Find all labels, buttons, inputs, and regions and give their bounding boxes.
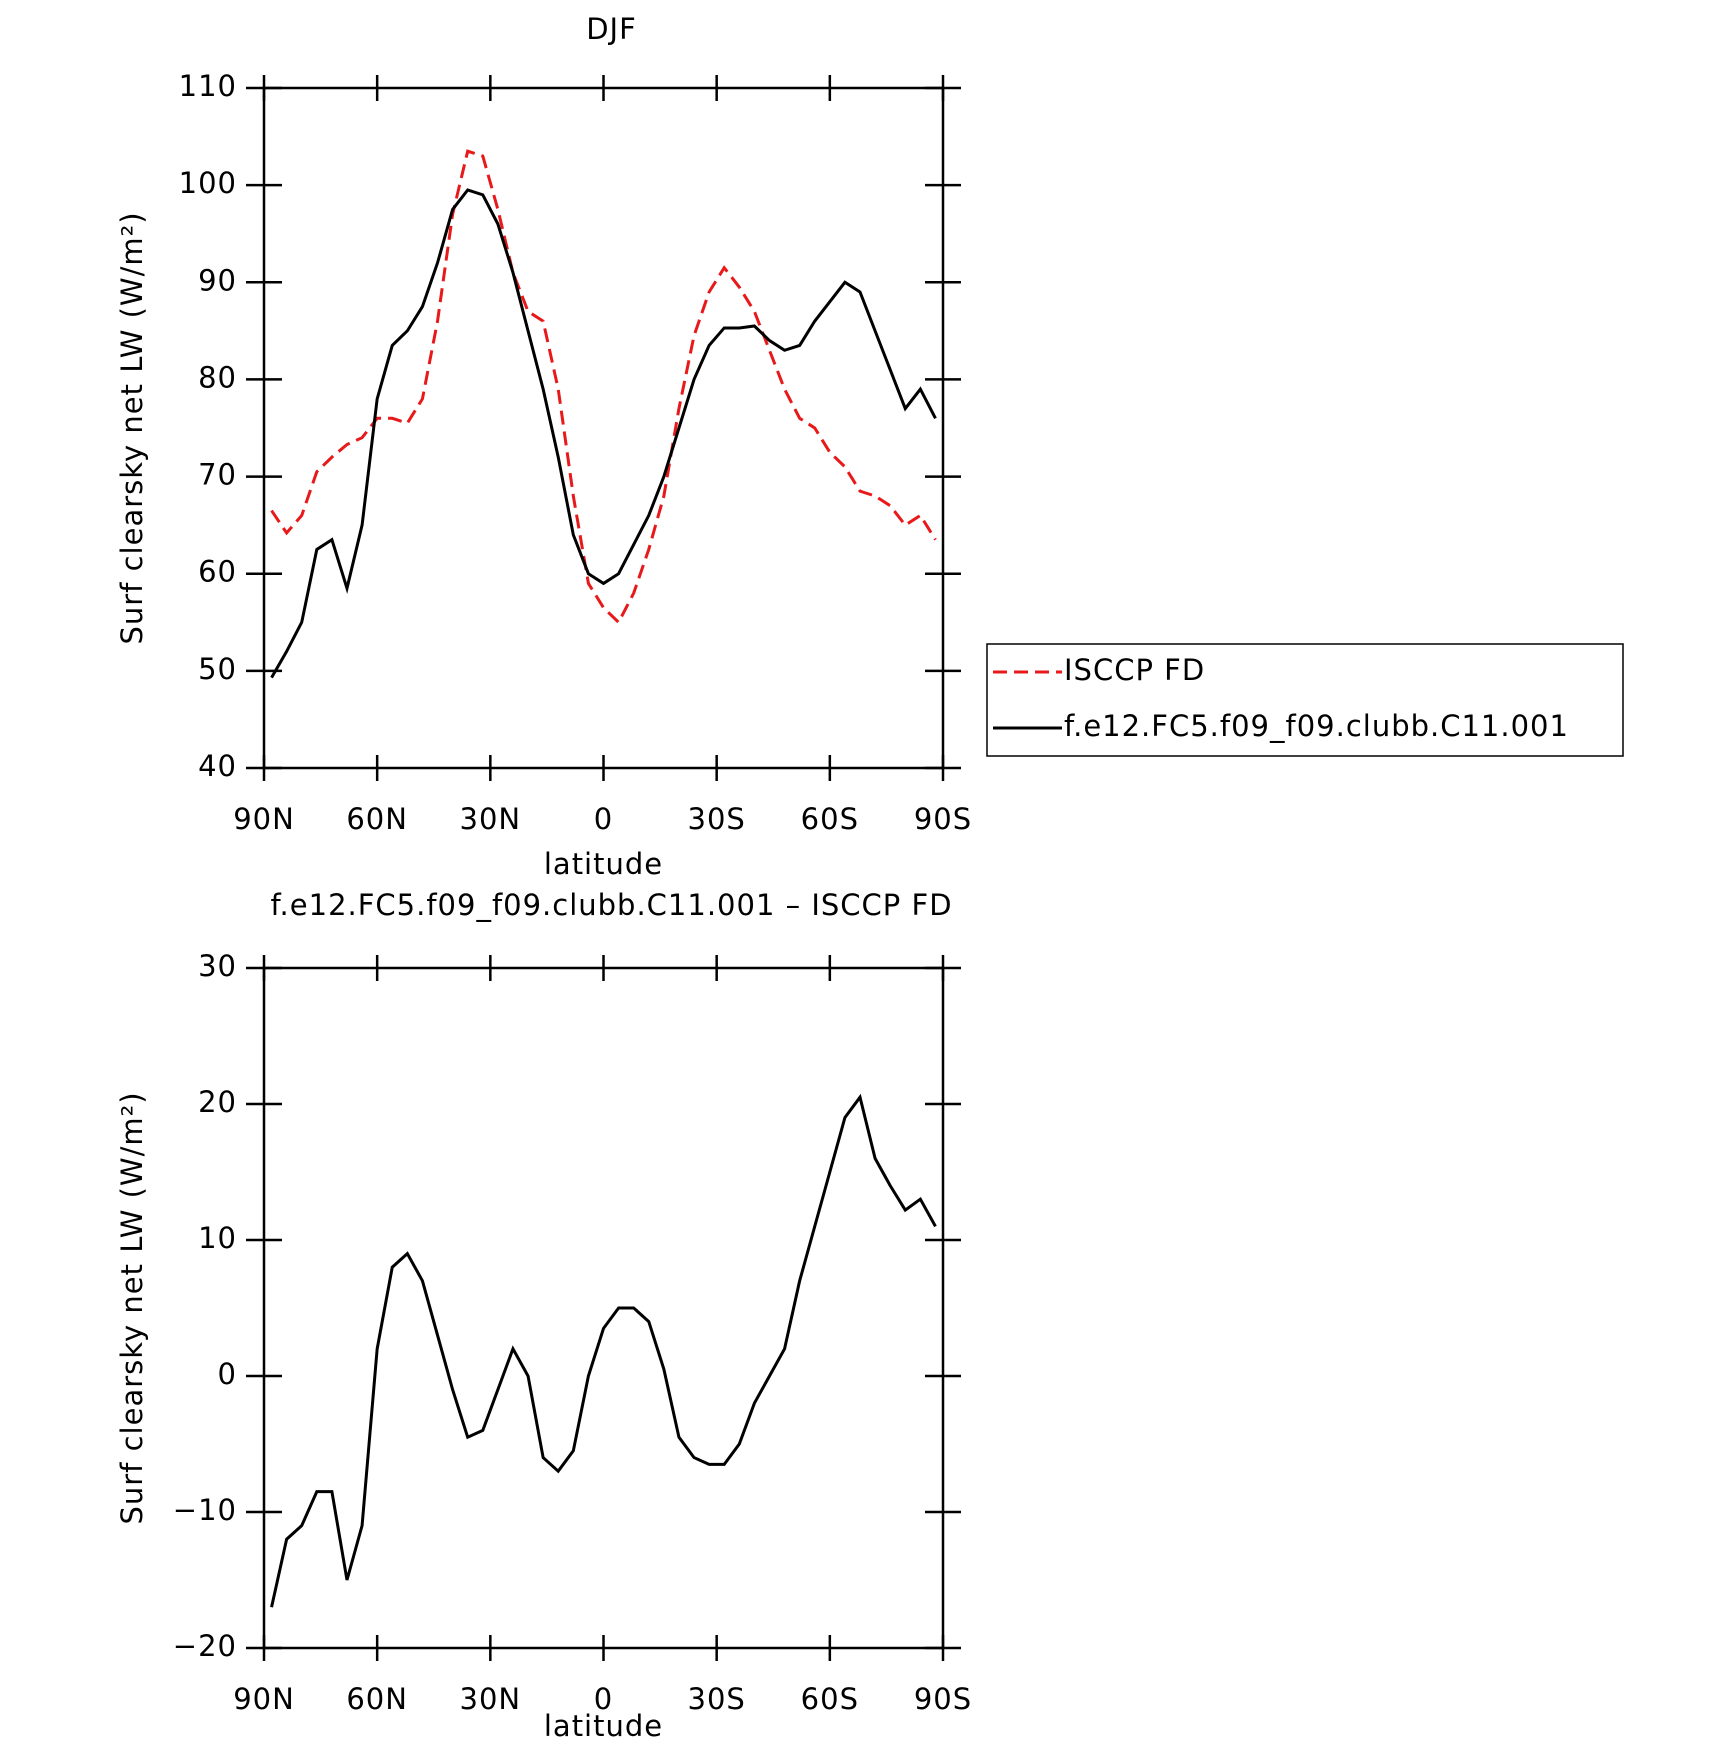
y-tick-label: 80 <box>198 360 237 394</box>
y-tick-label: 60 <box>198 555 237 589</box>
x-tick-label: 30S <box>688 1682 746 1716</box>
y-tick-label: 110 <box>179 69 237 103</box>
y-tick-label: 10 <box>198 1221 237 1255</box>
series-line <box>270 188 937 679</box>
x-tick-label: 60S <box>801 1682 859 1716</box>
x-tick-label: 30N <box>460 802 522 836</box>
series-line <box>270 149 937 625</box>
y-tick-label: 50 <box>198 652 237 686</box>
y-tick-label: 20 <box>198 1085 237 1119</box>
x-tick-label: 90S <box>914 802 972 836</box>
y-tick-label: −10 <box>173 1493 237 1527</box>
x-tick-label: 30S <box>688 802 746 836</box>
chart-title: f.e12.FC5.f09_f09.clubb.C11.001 – ISCCP … <box>270 888 952 922</box>
plot-frame <box>262 966 945 1650</box>
legend-label: f.e12.FC5.f09_f09.clubb.C11.001 <box>1064 709 1569 743</box>
y-tick-label: 90 <box>198 263 237 297</box>
x-axis-label: latitude <box>544 847 663 881</box>
x-tick-label: 0 <box>594 802 613 836</box>
y-tick-label: 100 <box>179 166 237 200</box>
y-tick-label: 40 <box>198 749 237 783</box>
y-tick-label: 30 <box>198 949 237 983</box>
x-axis-label: latitude <box>544 1709 663 1743</box>
y-tick-label: −20 <box>173 1629 237 1663</box>
y-tick-label: 0 <box>218 1357 237 1391</box>
legend-label: ISCCP FD <box>1064 653 1205 687</box>
plot-frame <box>262 86 945 770</box>
chart-title: DJF <box>586 12 637 46</box>
y-axis-label: Surf clearsky net LW (W/m²) <box>115 1091 149 1524</box>
x-tick-label: 60N <box>346 802 408 836</box>
x-tick-label: 0 <box>594 1682 613 1716</box>
x-tick-label: 90N <box>233 802 295 836</box>
y-tick-label: 70 <box>198 458 237 492</box>
y-axis-label: Surf clearsky net LW (W/m²) <box>115 211 149 644</box>
x-tick-label: 90S <box>914 1682 972 1716</box>
x-tick-label: 30N <box>460 1682 522 1716</box>
legend-box <box>986 643 1624 757</box>
x-tick-label: 60S <box>801 802 859 836</box>
x-tick-label: 90N <box>233 1682 295 1716</box>
series-line <box>270 1093 937 1608</box>
x-tick-label: 60N <box>346 1682 408 1716</box>
